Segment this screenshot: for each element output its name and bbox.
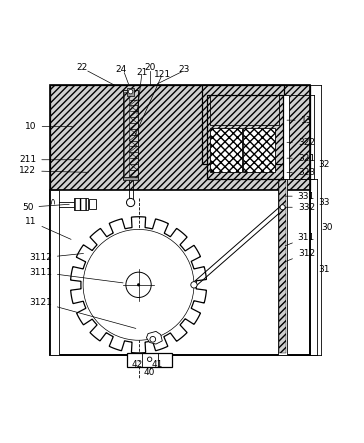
Text: 323: 323 [287,168,315,177]
Text: 322: 322 [287,138,315,147]
Text: 42: 42 [131,360,143,369]
Bar [210,128,242,172]
Text: 41: 41 [152,360,163,369]
Polygon shape [71,217,206,353]
Text: 32: 32 [318,160,329,169]
Text: 22: 22 [76,63,87,72]
Circle shape [191,282,197,288]
Text: 332: 332 [285,203,315,212]
Text: 312: 312 [285,249,315,262]
Circle shape [137,284,140,286]
Circle shape [280,205,285,210]
Text: 10: 10 [25,122,72,131]
Bar [279,180,286,353]
Bar [282,95,289,179]
Text: 3121: 3121 [29,298,136,328]
Bar [74,198,88,210]
Text: 24: 24 [115,65,127,74]
Text: 11: 11 [25,217,71,239]
Bar [202,85,284,164]
Bar [90,199,96,209]
Polygon shape [146,331,162,344]
Text: 321: 321 [287,154,315,163]
Text: 13: 13 [287,116,312,124]
Text: 31: 31 [318,264,329,273]
Circle shape [126,272,151,298]
Bar [207,95,282,179]
Bar [127,353,172,367]
Text: 211: 211 [19,155,79,164]
Text: 30: 30 [321,223,333,232]
Text: 21: 21 [136,68,147,77]
Bar [243,128,275,172]
Text: 20: 20 [144,63,155,72]
Circle shape [147,357,152,361]
Circle shape [150,336,156,342]
Bar [123,176,138,180]
Text: 50: 50 [22,203,69,212]
Bar [278,179,288,354]
Text: 33: 33 [318,198,329,207]
Bar [50,190,309,354]
Bar [50,85,309,190]
Text: 122: 122 [19,166,88,175]
Text: 121: 121 [154,70,171,79]
Text: 3111: 3111 [29,268,123,283]
Text: 311: 311 [285,233,315,246]
Circle shape [127,198,135,206]
Bar [210,95,280,125]
Text: 331: 331 [285,192,315,201]
Bar [123,90,138,179]
Circle shape [128,89,133,94]
Circle shape [83,229,194,340]
Bar [124,92,129,177]
Text: 23: 23 [179,65,190,74]
Text: 40: 40 [144,369,155,377]
Bar [50,190,59,354]
Bar [50,85,309,354]
Bar [127,89,134,97]
Text: 3112: 3112 [29,253,83,262]
